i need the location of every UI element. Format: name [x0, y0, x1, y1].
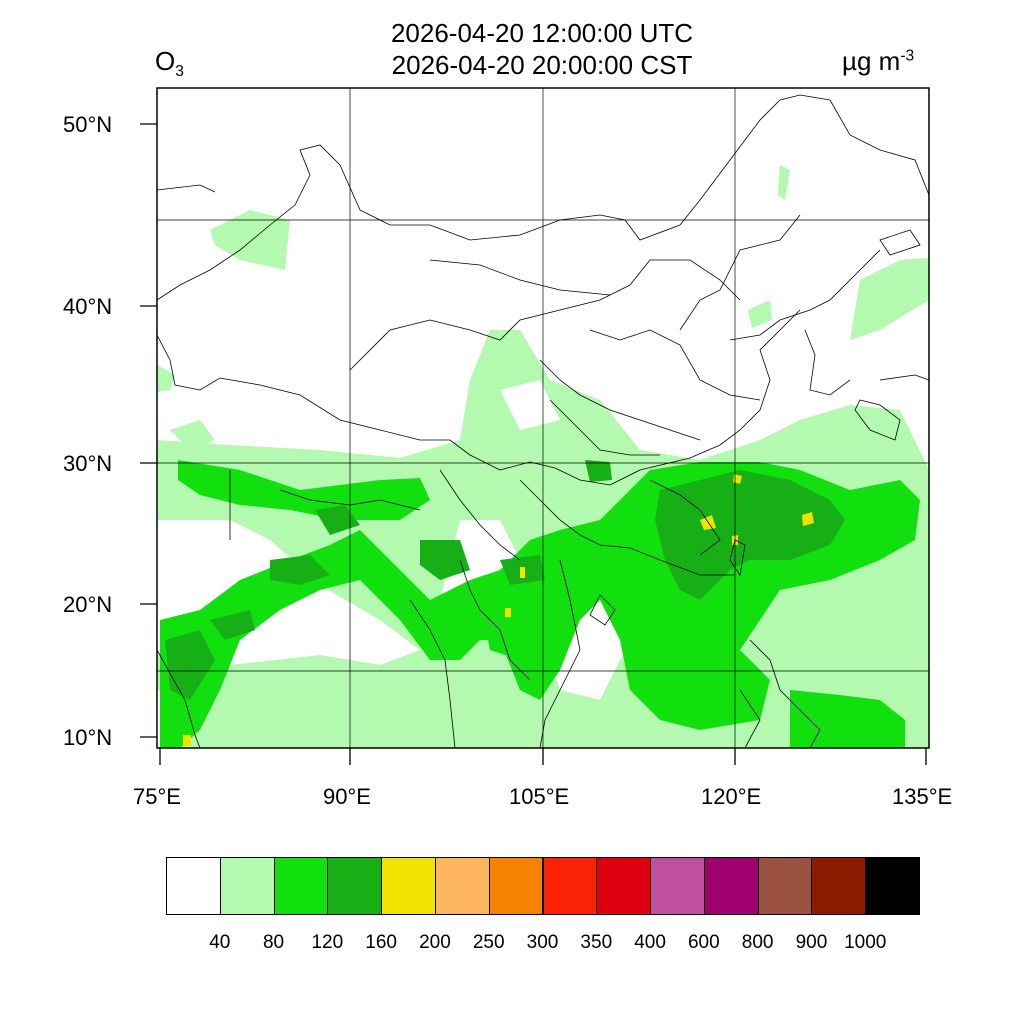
colorbar-swatch [381, 857, 436, 915]
colorbar-swatch [596, 857, 652, 915]
colorbar-swatch [865, 857, 920, 915]
colorbar-swatch [650, 857, 705, 915]
variable-label: O3 [155, 46, 184, 81]
colorbar-label: 250 [472, 932, 505, 953]
colorbar-swatch [703, 857, 759, 915]
colorbar-swatch [273, 857, 329, 915]
variable-base: O [155, 46, 176, 76]
lon-label-135e: 135°E [892, 784, 953, 809]
colorbar-swatch [219, 857, 275, 915]
colorbar-label: 80 [262, 932, 285, 953]
lat-label-50n: 50°N [63, 112, 113, 137]
colorbar-swatch [488, 857, 544, 915]
colorbar-label: 900 [795, 932, 828, 953]
title-cst: 2026-04-20 20:00:00 CST [391, 50, 693, 80]
colorbar-label: 800 [741, 932, 774, 953]
colorbar-swatch [757, 857, 813, 915]
units-superscript: -3 [900, 47, 915, 65]
colorbar-label: 400 [634, 932, 666, 953]
colorbar-label: 300 [526, 932, 559, 953]
colorbar-swatch [166, 857, 221, 915]
lat-label-30n: 30°N [63, 451, 113, 476]
colorbar-label: 200 [419, 932, 451, 953]
ozone-field [157, 88, 929, 748]
axis-ticks [140, 123, 927, 765]
country-boundaries [157, 94, 929, 748]
colorbar-swatch [327, 857, 383, 915]
lat-label-40n: 40°N [63, 294, 113, 319]
lat-label-10n: 10°N [63, 725, 113, 750]
variable-subscript: 3 [175, 63, 184, 81]
colorbar-swatch [434, 857, 490, 915]
graticule [157, 88, 929, 748]
colorbar-label: 160 [365, 932, 397, 953]
colorbar-swatch [542, 857, 598, 915]
colorbar-label: 600 [687, 932, 720, 953]
lon-label-105e: 105°E [509, 784, 570, 809]
lat-label-20n: 20°N [63, 592, 113, 617]
lon-label-90e: 90°E [323, 784, 371, 809]
colorbar-label: 1000 [844, 932, 887, 953]
units-base: µg m [842, 46, 901, 76]
lon-label-75e: 75°E [133, 784, 181, 809]
contour-120-160 [165, 460, 845, 700]
colorbar-label: 120 [311, 932, 344, 953]
colorbar-label: 40 [209, 932, 231, 953]
units-label: µg m-3 [842, 46, 914, 77]
colorbar-label: 350 [580, 932, 613, 953]
title-utc: 2026-04-20 12:00:00 UTC [390, 18, 694, 48]
lon-label-120e: 120°E [701, 784, 762, 809]
colorbar-swatch [811, 857, 867, 915]
